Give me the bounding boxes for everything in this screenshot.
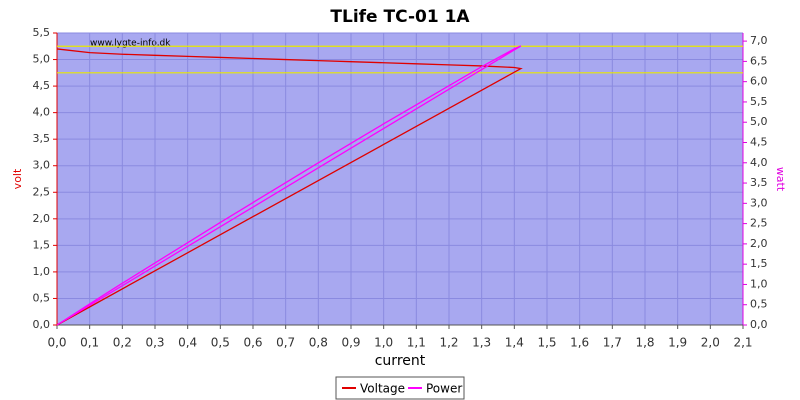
x-tick-label: 0,1: [80, 336, 99, 350]
y-tick-label: 5,5: [33, 26, 51, 39]
y2-tick-label: 6,0: [750, 75, 768, 88]
x-tick-label: 0,6: [243, 336, 262, 350]
watermark: www.lygte-info.dk: [90, 39, 171, 49]
chart-title: TLife TC-01 1A: [330, 7, 470, 27]
y2-tick-label: 4,0: [750, 156, 768, 169]
x-tick-label: 1,1: [407, 336, 426, 350]
plot-area: [57, 33, 743, 325]
y2-tick-label: 1,0: [750, 277, 768, 290]
y2-axis-label: watt: [774, 167, 787, 192]
x-tick-label: 0,7: [276, 336, 295, 350]
y-tick-label: 2,0: [33, 212, 51, 225]
y-tick-label: 4,5: [33, 79, 51, 92]
x-tick-label: 1,6: [570, 336, 589, 350]
x-tick-label: 0,4: [178, 336, 197, 350]
y2-tick-label: 2,0: [750, 237, 768, 250]
y2-tick-label: 5,5: [750, 95, 768, 108]
x-tick-label: 1,2: [439, 336, 458, 350]
x-axis-label: current: [375, 353, 426, 369]
series-line: [56, 48, 523, 326]
x-tick-label: 1,4: [505, 336, 524, 350]
y-tick-label: 0,0: [33, 318, 51, 331]
y-tick-label: 3,0: [33, 159, 51, 172]
y2-tick-label: 1,5: [750, 257, 768, 270]
x-tick-label: 0,2: [113, 336, 132, 350]
y-tick-label: 3,5: [33, 132, 51, 145]
y-tick-label: 4,0: [33, 106, 51, 119]
legend-label: Power: [426, 382, 462, 396]
x-tick-label: 2,0: [701, 336, 720, 350]
x-tick-label: 0,5: [211, 336, 230, 350]
x-tick-label: 1,3: [472, 336, 491, 350]
y-tick-label: 1,0: [33, 265, 51, 278]
x-tick-label: 1,9: [668, 336, 687, 350]
y2-tick-label: 7,0: [750, 34, 768, 47]
y2-tick-label: 2,5: [750, 217, 768, 230]
x-tick-label: 1,7: [603, 336, 622, 350]
x-tick-label: 1,5: [537, 336, 556, 350]
y2-tick-label: 3,0: [750, 196, 768, 209]
y-tick-label: 2,5: [33, 185, 51, 198]
y-axis-label: volt: [11, 168, 24, 189]
x-tick-label: 1,0: [374, 336, 393, 350]
legend: [335, 376, 465, 400]
y-tick-label: 1,5: [33, 238, 51, 251]
y2-tick-label: 4,5: [750, 136, 768, 149]
x-tick-label: 1,8: [635, 336, 654, 350]
x-tick-label: 0,9: [341, 336, 360, 350]
y2-tick-label: 3,5: [750, 176, 768, 189]
y-tick-label: 5,0: [33, 53, 51, 66]
x-tick-label: 0,0: [47, 336, 66, 350]
x-tick-label: 0,3: [145, 336, 164, 350]
x-tick-label: 0,8: [309, 336, 328, 350]
y2-tick-label: 6,5: [750, 54, 768, 67]
legend-label: Voltage: [360, 382, 405, 396]
y2-tick-label: 0,5: [750, 298, 768, 311]
y2-tick-label: 5,0: [750, 115, 768, 128]
x-tick-label: 2,1: [733, 336, 752, 350]
series-line: [56, 45, 522, 326]
y2-tick-label: 0,0: [750, 318, 768, 331]
y-tick-label: 0,5: [33, 291, 51, 304]
